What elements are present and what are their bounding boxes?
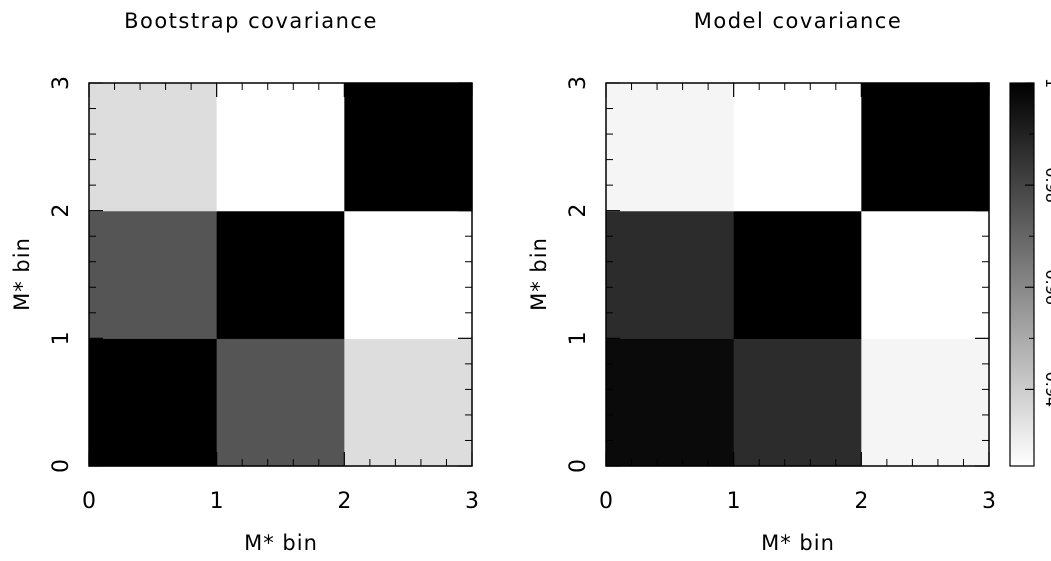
colorbar-tick-label: 1 — [1042, 78, 1051, 88]
heatmap-cell — [217, 211, 345, 339]
heatmap-cell — [606, 83, 734, 211]
heatmap-cell — [217, 338, 345, 466]
y-tick-label: 3 — [566, 76, 591, 90]
heatmap-cell — [734, 83, 862, 211]
x-tick-label: 2 — [337, 489, 351, 514]
y-tick-label: 2 — [566, 204, 591, 218]
heatmap-cell — [89, 83, 217, 211]
heatmap-cell — [217, 83, 345, 211]
heatmap-cells — [606, 83, 990, 467]
colorbar: 0.94 0.96 0.98 1 — [1010, 78, 1051, 466]
x-axis-label: M* bin — [761, 531, 835, 555]
heatmap-cell — [344, 338, 472, 466]
colorbar-tick-label: 0.96 — [1042, 269, 1051, 305]
colorbar-gradient — [1010, 83, 1034, 466]
x-tick-label: 0 — [82, 489, 96, 514]
x-tick-label: 3 — [465, 489, 479, 514]
y-axis-label: M* bin — [10, 237, 34, 311]
x-tick-label: 3 — [982, 489, 996, 514]
heatmap-cells — [89, 83, 473, 467]
heatmap-cell — [861, 211, 989, 339]
heatmap-cell — [606, 338, 734, 466]
y-tick-label: 2 — [49, 204, 74, 218]
x-tick-label: 1 — [727, 489, 741, 514]
heatmap-cell — [89, 211, 217, 339]
y-tick-label: 0 — [49, 459, 74, 473]
x-tick-label: 1 — [210, 489, 224, 514]
panel-title: Bootstrap covariance — [124, 9, 378, 33]
heatmap-cell — [606, 211, 734, 339]
heatmap-cell — [344, 211, 472, 339]
y-tick-label: 3 — [49, 76, 74, 90]
panel-model: Model covariance 0 1 2 3 0 1 2 3 M* bin M* bin — [527, 9, 996, 555]
y-tick-label: 1 — [49, 331, 74, 345]
panel-title: Model covariance — [694, 9, 903, 33]
heatmap-cell — [734, 338, 862, 466]
y-tick-label: 0 — [566, 459, 591, 473]
heatmap-cell — [89, 338, 217, 466]
heatmap-cell — [734, 211, 862, 339]
y-tick-label: 1 — [566, 331, 591, 345]
x-tick-label: 2 — [854, 489, 868, 514]
colorbar-tick-label: 0.98 — [1042, 167, 1051, 203]
panel-bootstrap: Bootstrap covariance 0 1 2 3 0 1 2 3 M* bin M* … — [10, 9, 479, 555]
x-axis-label: M* bin — [244, 531, 318, 555]
colorbar-tick-label: 0.94 — [1042, 372, 1051, 408]
y-axis-label: M* bin — [527, 237, 551, 311]
heatmap-cell — [344, 83, 472, 211]
heatmap-cell — [861, 83, 989, 211]
heatmap-cell — [861, 338, 989, 466]
x-tick-label: 0 — [599, 489, 613, 514]
